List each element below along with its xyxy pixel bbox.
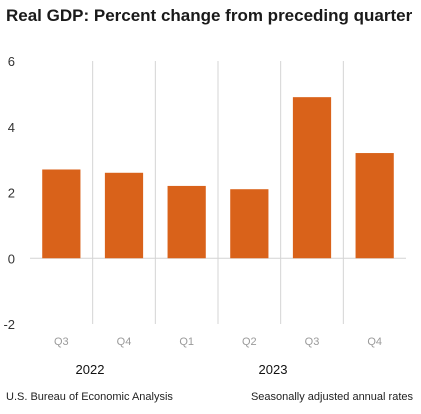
x-tick-label: Q3 [305, 336, 320, 348]
bar [42, 169, 81, 259]
source-note: U.S. Bureau of Economic Analysis [6, 391, 173, 403]
rate-note: Seasonally adjusted annual rates [250, 391, 413, 403]
year-label-2023: 2023 [258, 362, 288, 377]
y-tick-label: 0 [8, 251, 15, 266]
bar [167, 185, 206, 259]
year-label-2022: 2022 [75, 362, 105, 377]
y-tick-label: 4 [8, 120, 15, 135]
bar [104, 172, 144, 259]
bar [292, 97, 332, 259]
x-tick-label: Q2 [242, 336, 257, 348]
bar [355, 153, 394, 259]
bar [230, 189, 269, 259]
y-tick-label: -2 [3, 317, 15, 332]
y-tick-label: 2 [8, 186, 15, 201]
chart-title: Real GDP: Percent change from preceding … [6, 6, 413, 25]
y-tick-label: 6 [8, 54, 15, 69]
x-tick-label: Q4 [117, 336, 132, 348]
x-tick-label: Q4 [367, 336, 382, 348]
x-tick-label: Q3 [54, 336, 69, 348]
x-tick-label: Q1 [179, 336, 194, 348]
